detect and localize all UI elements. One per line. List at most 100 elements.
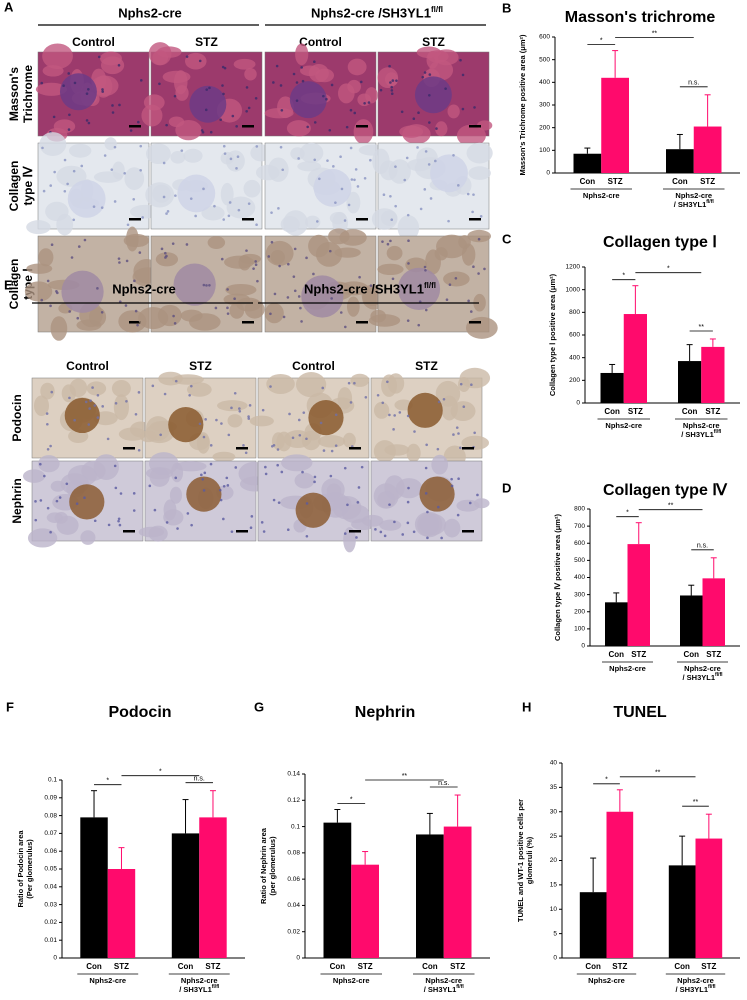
glomerulus: [430, 154, 468, 193]
nucleus: [313, 480, 316, 484]
nucleus: [158, 82, 161, 86]
nucleus: [49, 530, 52, 534]
nucleus: [137, 120, 140, 124]
scale-bar: [469, 218, 481, 221]
nucleus: [357, 486, 361, 489]
y-tick-label: 0.05: [44, 866, 57, 873]
panel-letter: D: [502, 480, 511, 495]
tubule: [417, 511, 443, 538]
nucleus: [247, 417, 251, 420]
nucleus: [63, 189, 67, 193]
tubule: [93, 454, 120, 480]
micrograph: [141, 42, 263, 141]
y-axis-label: Ratio of Nephrin area: [259, 827, 268, 904]
x-tick-label: Nphs2-cre: [89, 976, 126, 985]
nucleus: [442, 397, 446, 401]
nucleus: [202, 435, 206, 439]
tubule: [42, 65, 64, 77]
nucleus: [383, 534, 387, 538]
nucleus: [226, 306, 229, 310]
nucleus: [139, 79, 143, 82]
x-tick-label: / SH3YL1fl/fl: [179, 984, 220, 994]
tubule: [473, 293, 486, 312]
y-axis-label: glomeruli (%): [525, 836, 534, 884]
nucleus: [276, 463, 279, 467]
nucleus: [202, 187, 205, 191]
nucleus: [273, 292, 277, 296]
column-label: Control: [299, 35, 342, 49]
nucleus: [204, 108, 208, 112]
nucleus: [428, 93, 431, 97]
tubule: [91, 75, 119, 96]
scale-bar: [242, 218, 254, 221]
nucleus: [70, 256, 74, 259]
nucleus: [200, 473, 203, 477]
nucleus: [114, 486, 118, 490]
nucleus: [247, 415, 250, 418]
tubule: [337, 387, 353, 410]
nucleus: [386, 242, 390, 246]
nucleus: [417, 111, 420, 115]
tubule: [40, 382, 55, 400]
nucleus: [299, 306, 302, 310]
nucleus: [118, 103, 121, 107]
nucleus: [84, 400, 88, 404]
nucleus: [214, 306, 218, 310]
column-label: STZ: [189, 359, 212, 373]
nucleus: [110, 168, 114, 171]
nucleus: [434, 159, 437, 163]
nucleus: [255, 223, 258, 226]
nucleus: [205, 284, 208, 287]
tubule: [315, 68, 335, 83]
significance-label: n.s.: [438, 780, 449, 787]
tubule: [145, 182, 175, 208]
nucleus: [412, 117, 416, 121]
tubule: [346, 296, 360, 317]
glomerulus: [61, 270, 104, 313]
nucleus: [343, 466, 347, 470]
bar: [351, 864, 379, 958]
y-tick-label: 0.1: [291, 823, 300, 830]
tubule: [138, 526, 165, 538]
nucleus: [382, 193, 386, 197]
nucleus: [138, 251, 142, 254]
tubule: [286, 120, 311, 137]
nucleus: [111, 111, 115, 114]
nucleus: [412, 530, 416, 534]
nucleus: [235, 167, 238, 170]
nucleus: [73, 418, 76, 422]
nucleus: [349, 401, 353, 404]
nucleus: [457, 477, 460, 480]
nucleus: [450, 484, 454, 488]
y-tick-label: 0.06: [44, 848, 57, 855]
nucleus: [250, 515, 254, 518]
tubule: [346, 191, 361, 214]
nucleus: [476, 493, 479, 497]
glomerulus: [407, 392, 443, 428]
significance-label: *: [600, 37, 603, 44]
panel-letter: G: [254, 699, 264, 714]
bar: [171, 833, 200, 958]
scale-bar: [469, 321, 481, 324]
nucleus: [424, 466, 428, 470]
y-tick-label: 800: [574, 506, 585, 513]
y-tick-label: 200: [539, 124, 550, 131]
y-tick-label: 600: [569, 332, 580, 339]
nucleus: [459, 58, 462, 62]
nucleus: [350, 178, 354, 181]
tubule: [184, 52, 207, 70]
nucleus: [260, 521, 264, 524]
tubule: [456, 124, 486, 147]
tubule: [23, 469, 45, 483]
glomerulus: [186, 476, 222, 512]
nucleus: [34, 518, 38, 522]
nucleus: [321, 386, 325, 390]
nucleus: [164, 251, 167, 255]
micrograph: [138, 235, 265, 333]
bar-label: Con: [672, 177, 688, 186]
nucleus: [125, 259, 129, 263]
nucleus: [436, 447, 440, 451]
nucleus: [233, 297, 236, 300]
tubule: [50, 316, 68, 341]
nucleus: [440, 536, 443, 540]
